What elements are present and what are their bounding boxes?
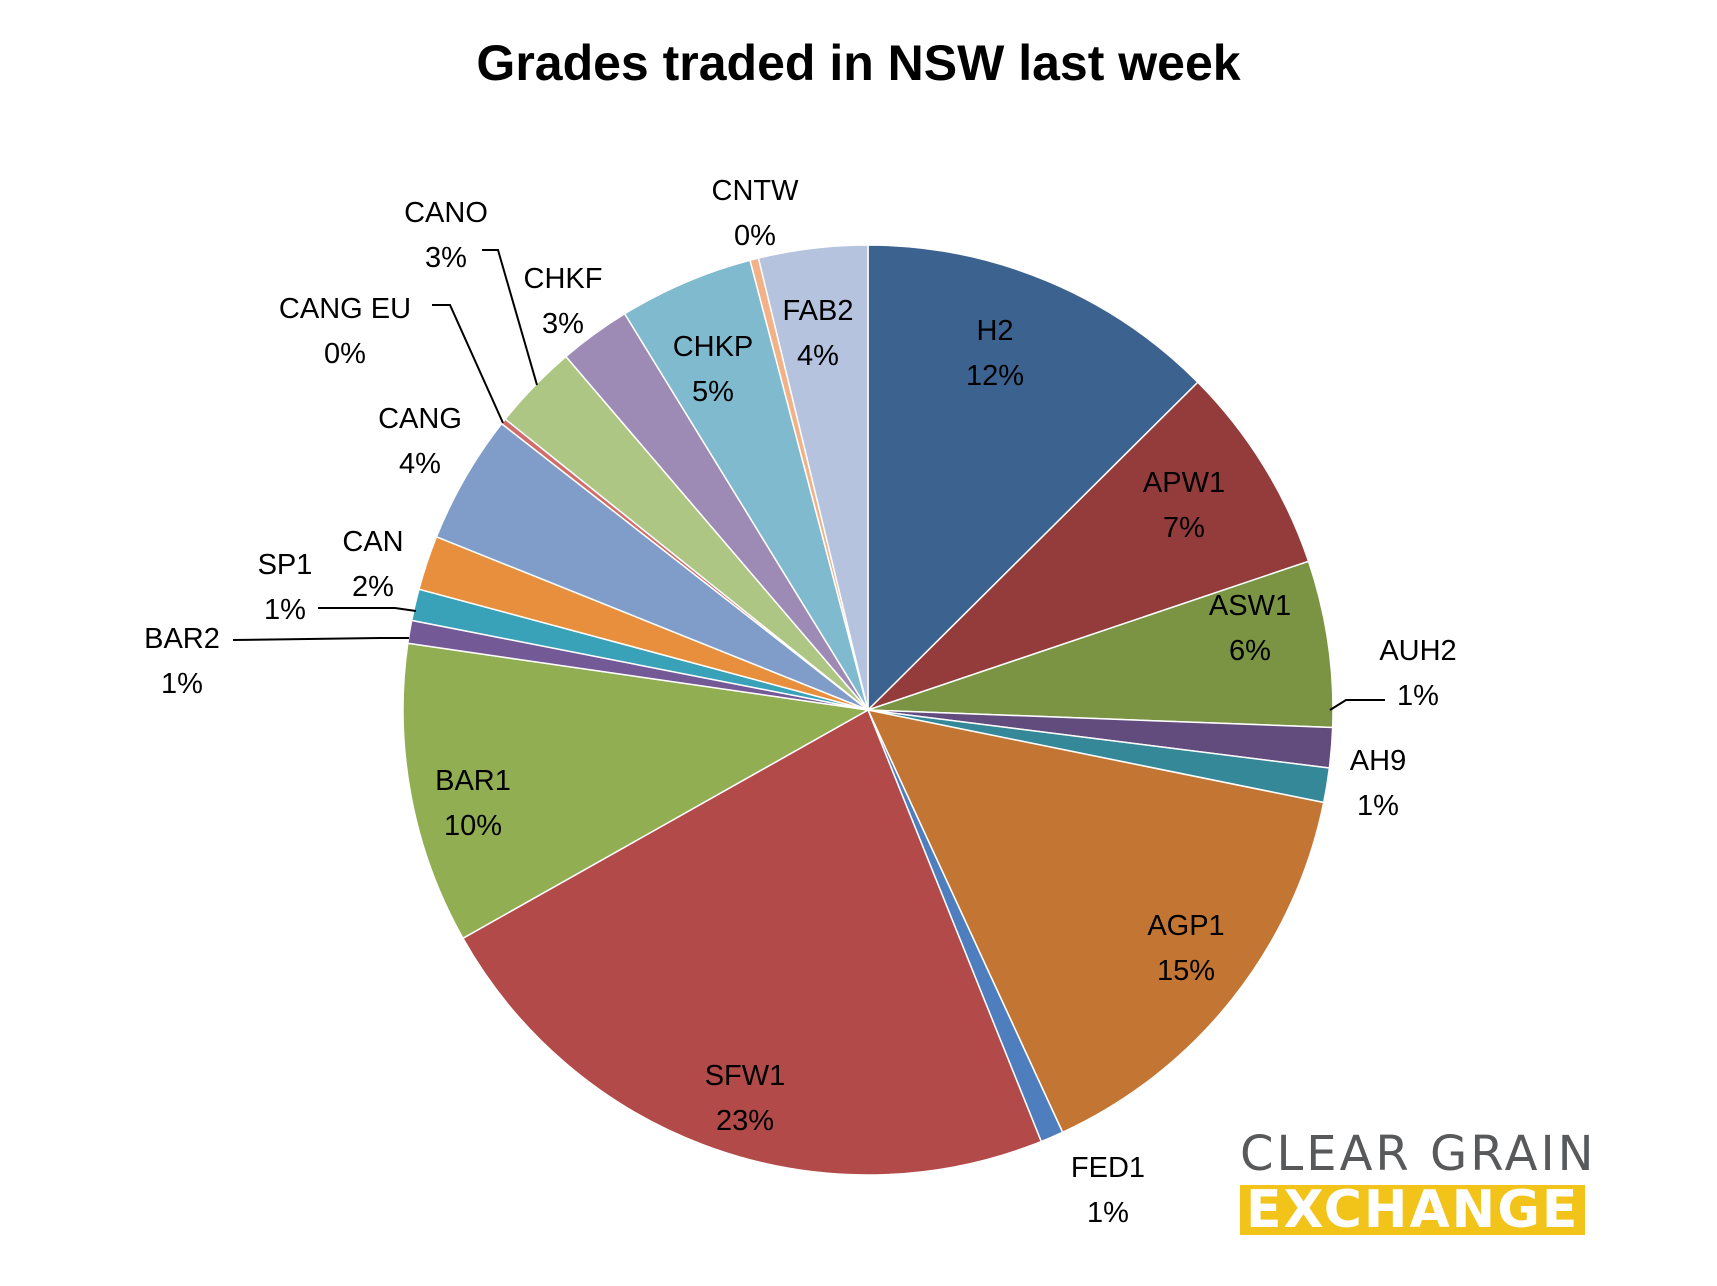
slice-label-sfw1: SFW1 23% (705, 1060, 786, 1137)
slice-label-fed1: FED1 1% (1071, 1152, 1145, 1229)
slice-label-auh2: AUH2 1% (1379, 635, 1456, 712)
slice-label-cano: CANO 3% (404, 197, 488, 274)
pie-slice-agp1 (866, 708, 1325, 1134)
slice-label-cntw: CNTW 0% (712, 175, 800, 252)
leader-line-cano (482, 249, 538, 386)
logo-text-line1: CLEAR GRAIN (1240, 1126, 1597, 1182)
logo-text-line2: EXCHANGE (1240, 1184, 1586, 1236)
pie-slice-fab2 (757, 244, 869, 711)
slice-label-h2: H2 12% (966, 315, 1024, 392)
leader-line-sp1 (318, 607, 417, 612)
slice-label-fab2: FAB2 4% (783, 295, 854, 372)
slice-label-chkp: CHKP 5% (673, 331, 754, 408)
slice-label-apw1: APW1 7% (1143, 467, 1225, 544)
pie-slice-asw1 (867, 560, 1334, 729)
leader-line-cang-eu (432, 304, 504, 424)
slice-label-chkf: CHKF 3% (524, 263, 603, 340)
slice-label-can: CAN 2% (342, 526, 403, 603)
pie-slice-bar1 (402, 642, 871, 940)
slice-label-cang: CANG 4% (378, 403, 462, 480)
slice-label-agp1: AGP1 15% (1147, 910, 1224, 987)
slice-label-asw1: ASW1 6% (1209, 590, 1291, 667)
slice-label-bar1: BAR1 10% (435, 765, 511, 842)
slice-label-cang-eu: CANG EU 0% (279, 293, 411, 370)
slice-label-sp1: SP1 1% (258, 549, 313, 626)
slice-label-bar2: BAR2 1% (144, 623, 220, 700)
leader-line-auh2 (1329, 699, 1385, 711)
pie-slice-h2 (867, 244, 1199, 712)
pie-slice-sfw1 (461, 708, 1043, 1176)
clear-grain-exchange-logo: CLEAR GRAIN EXCHANGE (1240, 1126, 1660, 1236)
pie-slice-apw1 (867, 381, 1310, 711)
chart-title: Grades traded in NSW last week (476, 35, 1241, 91)
slice-label-ah9: AH9 1% (1350, 745, 1406, 822)
leader-line-bar2 (232, 637, 409, 641)
